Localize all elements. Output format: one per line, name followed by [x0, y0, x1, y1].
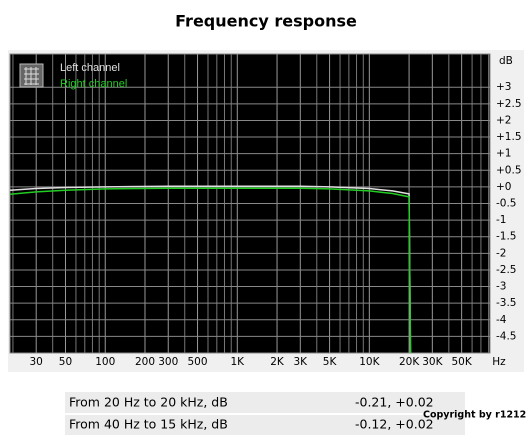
- y-tick-label: -0.5: [496, 198, 517, 210]
- copyright: Copyright by r1212: [423, 410, 526, 421]
- legend: [19, 63, 44, 88]
- chart-title: Frequency response: [175, 12, 357, 31]
- legend-icon-grid: [24, 67, 39, 85]
- y-tick-label: +2.5: [496, 98, 522, 110]
- y-tick-label: +1.5: [496, 131, 522, 143]
- y-tick-label: -2.5: [496, 264, 517, 276]
- x-tick-label: 20K: [399, 356, 420, 368]
- table-row-bg: [65, 392, 465, 413]
- series-line: [9, 187, 412, 354]
- series-line: [9, 185, 412, 354]
- y-tick-label: -3.5: [496, 297, 517, 309]
- x-tick-label: 2K: [270, 356, 285, 368]
- table-cell: -0.12, +0.02: [355, 417, 434, 432]
- legend-label: Left channel: [60, 62, 120, 74]
- y-tick-label: +0.5: [496, 164, 522, 176]
- x-tick-label: 30K: [422, 356, 443, 368]
- y-tick-label: +2: [496, 114, 511, 126]
- x-tick-label: 1K: [230, 356, 245, 368]
- x-tick-label: 5K: [323, 356, 338, 368]
- x-tick-label: 200: [135, 356, 155, 368]
- y-tick-label: +0: [496, 181, 511, 193]
- x-tick-label: 30: [30, 356, 43, 368]
- x-tick-label: 100: [95, 356, 115, 368]
- x-tick-label: 50K: [452, 356, 473, 368]
- x-tick-label: 300: [158, 356, 178, 368]
- y-tick-label: +3: [496, 81, 511, 93]
- x-axis-label: Hz: [492, 356, 506, 368]
- x-tick-label: 10K: [359, 356, 380, 368]
- x-tick-label: 500: [188, 356, 208, 368]
- y-tick-label: +1: [496, 148, 511, 160]
- legend-label: Right channel: [60, 78, 127, 90]
- y-tick-label: -3: [496, 281, 506, 293]
- y-tick-label: -4.5: [496, 330, 517, 342]
- x-tick-label: 3K: [293, 356, 308, 368]
- y-tick-label: -2: [496, 247, 506, 259]
- y-tick-label: -4: [496, 314, 507, 326]
- table-cell: -0.21, +0.02: [355, 395, 434, 410]
- lines: [9, 185, 412, 354]
- table-cell: From 40 Hz to 15 kHz, dB: [69, 417, 228, 432]
- table-row-bg: [65, 415, 465, 435]
- y-tick-label: -1.5: [496, 231, 517, 243]
- x-tick-label: 50: [59, 356, 72, 368]
- y-tick-label: -1: [496, 214, 506, 226]
- table-cell: From 20 Hz to 20 kHz, dB: [69, 395, 228, 410]
- y-axis-label: dB: [499, 55, 513, 67]
